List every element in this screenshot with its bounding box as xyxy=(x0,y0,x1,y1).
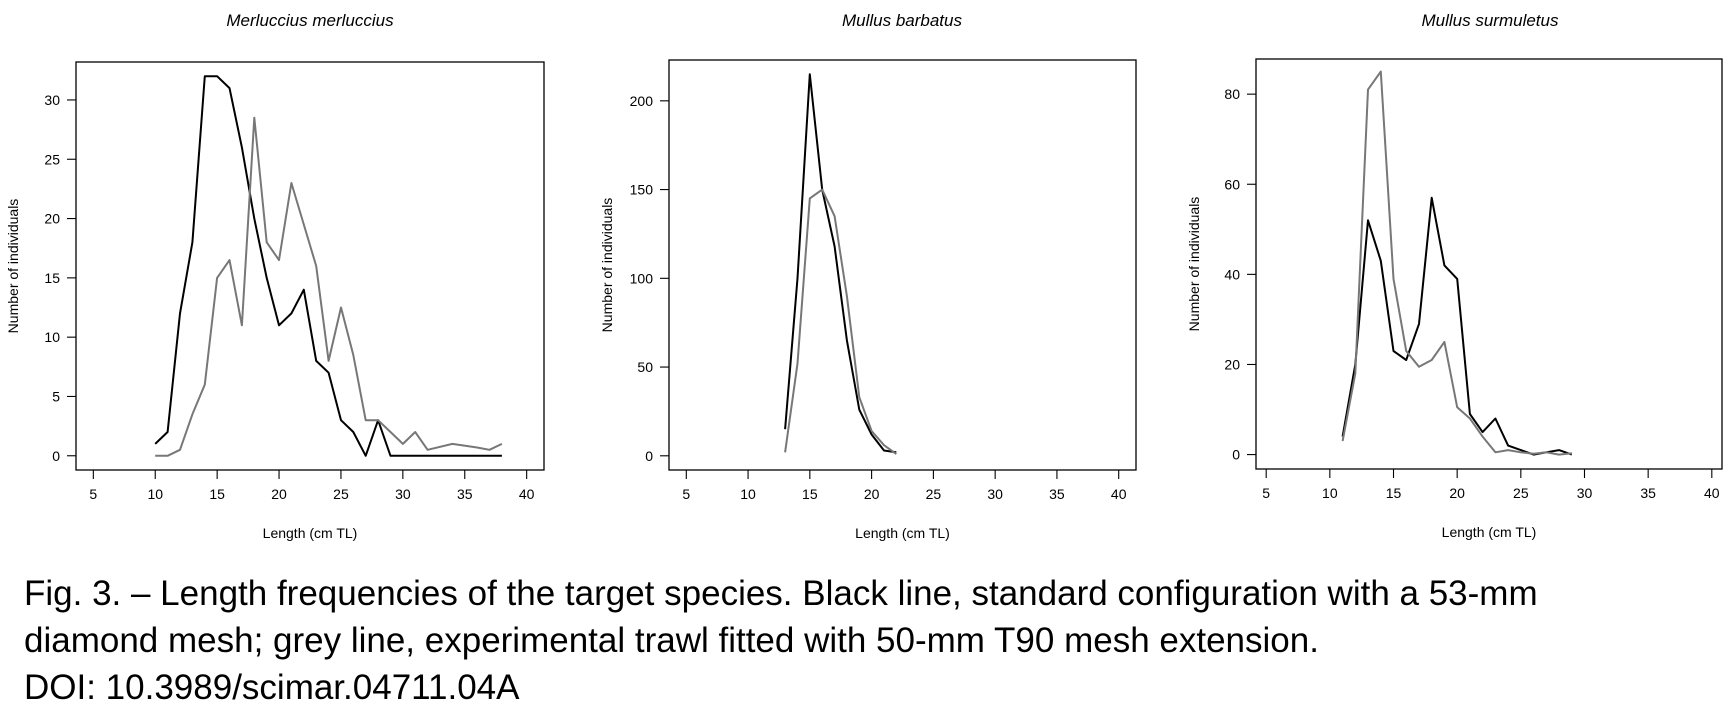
x-tick-label: 5 xyxy=(682,486,690,502)
x-axis-label: Length (cm TL) xyxy=(1442,524,1537,540)
y-tick-label: 30 xyxy=(44,92,60,108)
caption-line-2: diamond mesh; grey line, experimental tr… xyxy=(24,621,1319,660)
y-tick-label: 20 xyxy=(44,211,60,227)
x-tick-label: 40 xyxy=(1704,485,1720,501)
x-tick-label: 15 xyxy=(802,486,818,502)
y-axis-label: Number of individuals xyxy=(599,198,615,333)
x-tick-label: 15 xyxy=(209,486,225,502)
x-tick-label: 35 xyxy=(457,486,473,502)
y-tick-label: 15 xyxy=(44,270,60,286)
caption-line-3: DOI: 10.3989/scimar.04711.04A xyxy=(24,668,520,707)
x-tick-label: 30 xyxy=(987,486,1003,502)
y-tick-label: 0 xyxy=(645,448,653,464)
x-tick-label: 20 xyxy=(1449,485,1465,501)
x-tick-label: 35 xyxy=(1640,485,1656,501)
x-tick-label: 40 xyxy=(1111,486,1127,502)
x-tick-label: 40 xyxy=(519,486,535,502)
x-tick-label: 25 xyxy=(1513,485,1529,501)
x-tick-label: 10 xyxy=(1322,485,1338,501)
x-tick-label: 30 xyxy=(395,486,411,502)
y-tick-label: 200 xyxy=(630,93,654,109)
x-tick-label: 25 xyxy=(926,486,942,502)
x-tick-label: 15 xyxy=(1386,485,1402,501)
plot-frame xyxy=(1255,58,1723,470)
series-line-grey xyxy=(1341,70,1572,456)
figure-panels: Merluccius merluccius 5 10 15 20 25 30 35 40 0 5 10… xyxy=(5,11,1723,541)
x-tick-label: 20 xyxy=(864,486,880,502)
x-tick-label: 5 xyxy=(89,486,97,502)
y-tick-label: 40 xyxy=(1224,266,1240,282)
chart-title: Merluccius merluccius xyxy=(226,11,394,30)
x-tick-label: 35 xyxy=(1049,486,1065,502)
x-tick-label: 20 xyxy=(271,486,287,502)
x-axis-label: Length (cm TL) xyxy=(263,525,358,541)
series-line-black xyxy=(784,73,897,454)
series-line-black xyxy=(154,75,502,457)
y-tick-label: 100 xyxy=(630,270,654,286)
x-tick-label: 10 xyxy=(147,486,163,502)
caption-line-1: Fig. 3. – Length frequencies of the targ… xyxy=(24,574,1538,613)
chart-panel-1: Merluccius merluccius 5 10 15 20 25 30 35 40 0 5 10… xyxy=(5,11,545,541)
y-tick-label: 60 xyxy=(1224,176,1240,192)
x-axis-label: Length (cm TL) xyxy=(855,525,950,541)
y-axis-label: Number of individuals xyxy=(1186,197,1202,332)
series-line-grey xyxy=(784,188,897,455)
y-tick-label: 0 xyxy=(1232,447,1240,463)
y-tick-label: 0 xyxy=(52,448,60,464)
series-line-grey xyxy=(155,116,503,457)
chart-title: Mullus surmuletus xyxy=(1422,11,1559,30)
chart-title: Mullus barbatus xyxy=(842,11,963,30)
y-tick-label: 50 xyxy=(637,359,653,375)
y-tick-label: 10 xyxy=(44,329,60,345)
y-tick-label: 150 xyxy=(630,182,654,198)
y-tick-label: 20 xyxy=(1224,356,1240,372)
y-axis-label: Number of individuals xyxy=(5,199,21,334)
series-line-black xyxy=(1341,196,1573,456)
y-tick-label: 80 xyxy=(1224,86,1240,102)
y-tick-label: 5 xyxy=(52,388,60,404)
x-tick-label: 30 xyxy=(1577,485,1593,501)
y-tick-label: 25 xyxy=(44,151,60,167)
x-tick-label: 5 xyxy=(1262,485,1270,501)
chart-panel-2: Mullus barbatus 5 10 15 20 25 30 35 40 0 50 100 150 2… xyxy=(599,11,1137,541)
plot-frame xyxy=(75,61,545,471)
figure-caption: Fig. 3. – Length frequencies of the targ… xyxy=(24,570,1724,711)
x-tick-label: 10 xyxy=(740,486,756,502)
plot-frame xyxy=(668,59,1137,471)
chart-panel-3: Mullus surmuletus 5 10 15 20 25 30 35 40 0 20 40 60 8… xyxy=(1186,11,1723,540)
x-tick-label: 25 xyxy=(333,486,349,502)
